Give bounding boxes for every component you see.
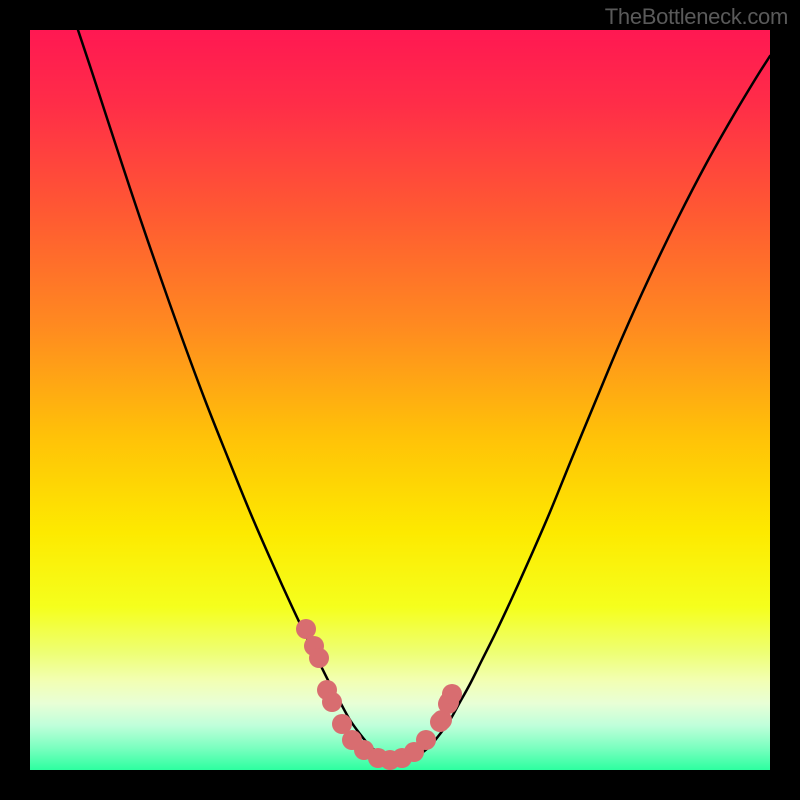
marker-dot [322,692,342,712]
chart-svg [30,30,770,770]
plot-area [30,30,770,770]
gradient-background [30,30,770,770]
marker-dot [296,619,316,639]
watermark-text: TheBottleneck.com [605,4,788,30]
marker-dot [416,730,436,750]
marker-dot [309,648,329,668]
marker-dot [442,684,462,704]
